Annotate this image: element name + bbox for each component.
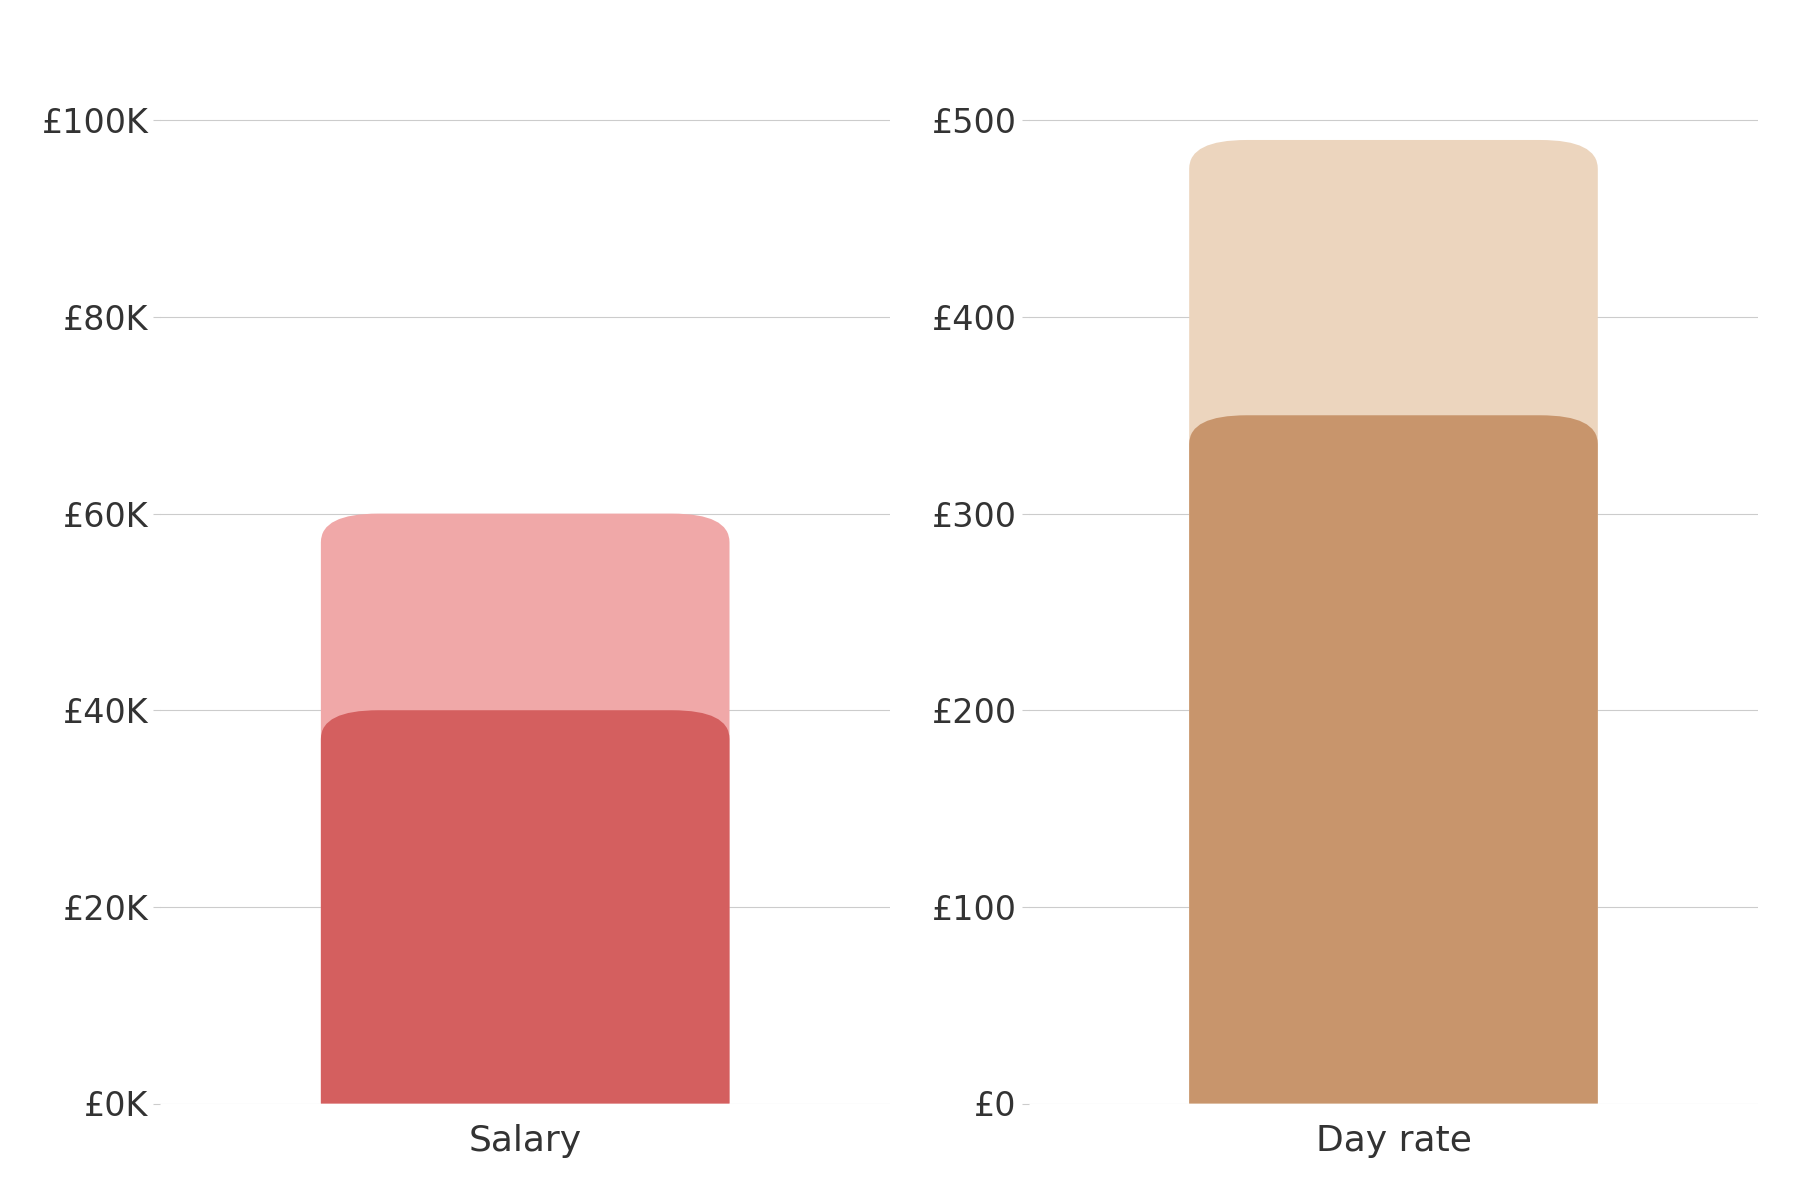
- X-axis label: Salary: Salary: [468, 1124, 581, 1158]
- PathPatch shape: [1190, 140, 1598, 1104]
- PathPatch shape: [320, 514, 729, 1104]
- PathPatch shape: [1190, 415, 1598, 1104]
- X-axis label: Day rate: Day rate: [1316, 1124, 1471, 1158]
- PathPatch shape: [320, 710, 729, 1104]
